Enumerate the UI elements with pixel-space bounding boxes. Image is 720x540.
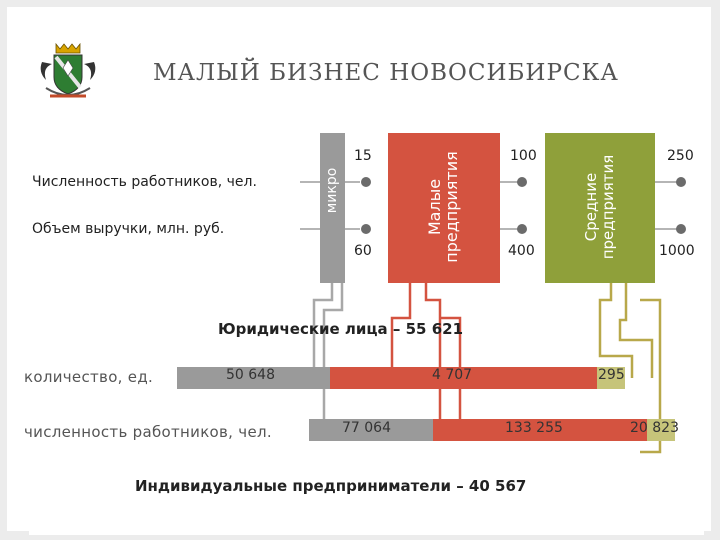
threshold-employees-small: 100 (510, 148, 537, 164)
medium-enterprise-label-line2: предприятия (599, 154, 617, 260)
entrepreneurs-heading: Индивидуальные предприниматели – 40 567 (135, 477, 527, 495)
count-bar-micro (177, 367, 330, 389)
employees-row-label: Численность работников, чел. (32, 174, 257, 190)
employees-bar-micro (309, 419, 433, 441)
count-value-micro: 50 648 (226, 367, 275, 383)
employees-value-micro: 77 064 (342, 420, 391, 436)
micro-box: микро (320, 133, 345, 283)
threshold-revenue-small: 400 (508, 243, 535, 259)
count-bar-medium (597, 367, 625, 389)
threshold-revenue-micro: 60 (354, 243, 372, 259)
threshold-employees-micro: 15 (354, 148, 372, 164)
threshold-revenue-medium: 1000 (659, 243, 695, 259)
medium-enterprise-label-line1: Средние (582, 172, 600, 242)
count-bar-small (330, 367, 597, 389)
medium-enterprise-label: Средние предприятия (582, 142, 617, 272)
small-enterprise-label-line2: предприятия (442, 151, 461, 263)
count-value-small: 4 707 (432, 367, 473, 383)
novosibirsk-coat-of-arms-icon (40, 42, 96, 98)
small-enterprise-label-line1: Малые (425, 178, 444, 236)
legal-entities-heading: Юридические лица – 55 621 (218, 320, 464, 338)
employees-bar-medium (647, 419, 675, 441)
medium-enterprise-box: Средние предприятия (545, 133, 655, 283)
threshold-employees-medium: 250 (667, 148, 694, 164)
micro-label: микро (324, 167, 340, 214)
count-row-label: количество, ед. (24, 368, 154, 386)
employees-count-row-label: численность работников, чел. (24, 423, 272, 441)
revenue-row-label: Объем выручки, млн. руб. (32, 221, 225, 237)
employees-bar-small (433, 419, 647, 441)
employees-value-small: 133 255 (505, 420, 563, 436)
small-enterprise-box: Малые предприятия (388, 133, 500, 283)
page-title: МАЛЫЙ БИЗНЕС НОВОСИБИРСКА (153, 60, 619, 86)
employees-value-medium: 20 823 (630, 420, 679, 436)
small-enterprise-label: Малые предприятия (425, 142, 461, 272)
count-value-medium: 295 (598, 367, 625, 383)
